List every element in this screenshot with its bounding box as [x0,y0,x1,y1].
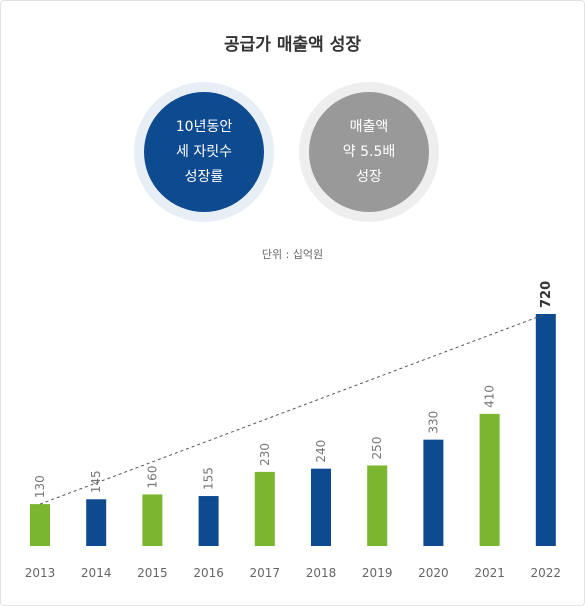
growth-rate-circle: 10년동안 세 자릿수 성장률 [144,92,264,212]
trend-line [39,313,546,505]
bar-2017 [254,471,275,546]
x-tick-2020: 2020 [418,566,449,580]
bar-2019 [367,465,388,546]
bar-2018 [311,468,331,546]
bar-value-label-2022: 720 [539,281,554,308]
x-tick-2022: 2022 [531,566,562,580]
revenue-growth-circle: 매출액 약 5.5배 성장 [309,92,429,212]
x-tick-2017: 2017 [250,566,281,580]
bar-value-label-2021: 410 [483,385,497,408]
revenue-growth-line-2: 약 5.5배 [342,143,396,160]
growth-rate-line-1: 10년동안 [175,118,233,135]
revenue-growth-line-1: 매출액 [349,118,389,135]
bar-value-label-2014: 145 [89,470,103,493]
bar-2021 [479,413,500,546]
bar-value-label-2015: 160 [145,466,159,489]
x-tick-2018: 2018 [306,566,337,580]
bar-value-label-2020: 330 [426,411,440,434]
bar-value-label-2013: 130 [33,475,47,498]
revenue-growth-badge: 매출액 약 5.5배 성장 [299,82,439,222]
bar-value-label-2016: 155 [202,467,216,490]
bar-value-label-2019: 250 [370,437,384,460]
bar-2022 [535,314,556,546]
x-tick-2014: 2014 [81,566,112,580]
x-tick-2019: 2019 [362,566,393,580]
growth-rate-line-2: 세 자릿수 [176,143,232,160]
bar-value-label-2017: 230 [258,443,272,466]
bar-2016 [198,496,219,546]
bar-2013 [30,504,50,546]
x-tick-2021: 2021 [474,566,505,580]
x-tick-2013: 2013 [25,566,56,580]
growth-rate-badge: 10년동안 세 자릿수 성장률 [134,82,274,222]
revenue-growth-line-3: 성장 [356,168,382,185]
bar-2015 [142,494,163,546]
chart-title: 공급가 매출액 성장 [224,35,361,55]
bar-2020 [423,439,444,546]
growth-rate-line-3: 성장률 [184,168,224,185]
bar-value-label-2018: 240 [314,440,328,463]
x-tick-2015: 2015 [137,566,168,580]
x-tick-2016: 2016 [193,566,224,580]
unit-label: 단위 : 십억원 [261,248,324,261]
bar-2014 [86,499,107,546]
